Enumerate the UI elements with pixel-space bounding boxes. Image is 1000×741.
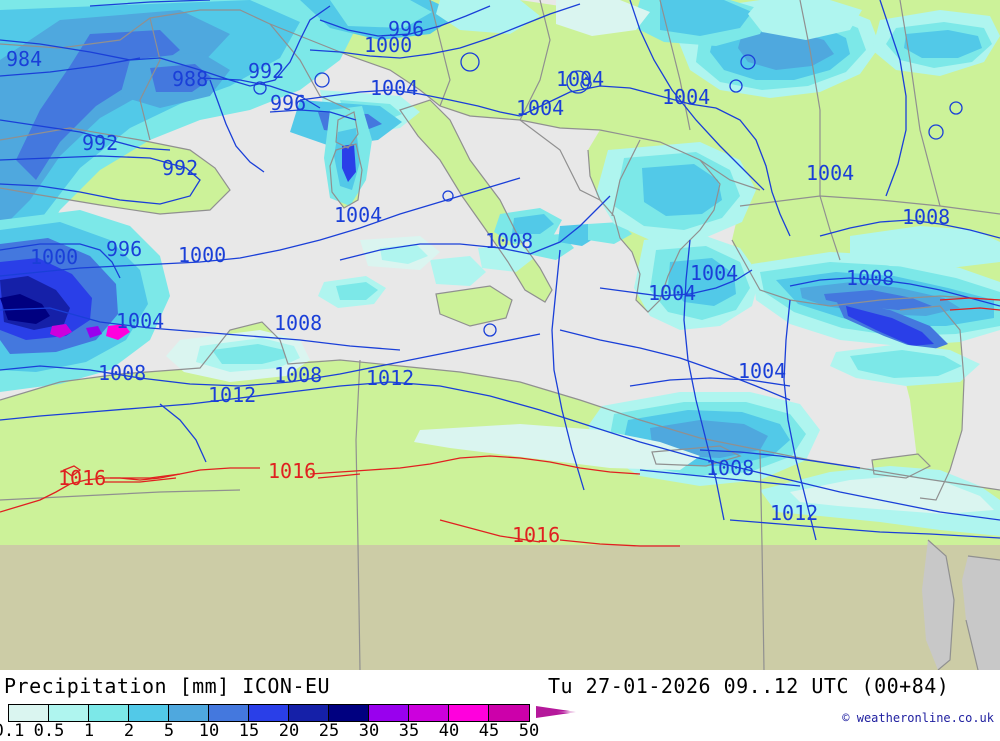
legend-tick-25: 25	[318, 721, 340, 741]
isobar-label-1016-31: 1016	[58, 466, 106, 490]
isobar-label-996-19: 996	[106, 237, 142, 261]
legend-tick-40: 40	[438, 721, 460, 741]
isobar-label-1004-9: 1004	[516, 96, 564, 120]
isobar-label-1004-18: 1004	[648, 281, 696, 305]
legend-tick-5: 5	[163, 721, 175, 741]
isobar-label-1016-32: 1016	[268, 459, 316, 483]
isobar-label-1008-15: 1008	[485, 229, 533, 253]
legend-swatch-6	[249, 705, 289, 721]
isobar-label-992-5: 992	[162, 156, 198, 180]
isobar-red-layer	[0, 297, 1000, 547]
isobar-label-1008-13: 1008	[902, 205, 950, 229]
legend-tick-15: 15	[238, 721, 260, 741]
forecast-run-timestamp: Tu 27-01-2026 09..12 UTC (00+84)	[548, 674, 950, 698]
isobar-label-1000-20: 1000	[30, 245, 78, 269]
desert-base	[0, 545, 1000, 670]
isobar-label-984-0: 984	[6, 47, 42, 71]
isobar-label-1016-33: 1016	[512, 523, 560, 547]
isobar-label-1000-21: 1000	[178, 243, 226, 267]
isobar-label-1008-29: 1008	[706, 456, 754, 480]
isobar-label-1012-26: 1012	[208, 383, 256, 407]
legend-color-bar	[8, 704, 530, 722]
isobar-label-1004-28: 1004	[738, 359, 786, 383]
isobar-label-1004-11: 1004	[662, 85, 710, 109]
legend-tick-2: 2	[123, 721, 135, 741]
isobar-label-996-6: 996	[388, 17, 424, 41]
isobar-label-1004-8: 1004	[370, 76, 418, 100]
legend-tick-0.5: 0.5	[33, 721, 65, 741]
legend-swatch-10	[409, 705, 449, 721]
isobar-layer	[0, 0, 1000, 541]
isobar-label-992-2: 992	[248, 59, 284, 83]
legend-swatch-9	[369, 705, 409, 721]
legend-swatch-1	[49, 705, 89, 721]
footer-panel: Precipitation [mm] ICON-EU Tu 27-01-2026…	[0, 670, 1000, 741]
legend-tick-0.1: 0.1	[0, 721, 25, 741]
isobar-label-1004-22: 1004	[116, 309, 164, 333]
legend-swatch-11	[449, 705, 489, 721]
legend-tick-10: 10	[198, 721, 220, 741]
legend-tick-45: 45	[478, 721, 500, 741]
isobar-label-988-1: 988	[172, 67, 208, 91]
legend-swatch-12	[489, 705, 529, 721]
isobar-label-1004-10: 1004	[556, 67, 604, 91]
legend-swatch-2	[89, 705, 129, 721]
legend-tick-30: 30	[358, 721, 380, 741]
legend-swatch-8	[329, 705, 369, 721]
map-panel[interactable]: 984 988 992 996 992 992 996 1000 1004 1004 1004 100…	[0, 0, 1000, 670]
map-title: Precipitation [mm] ICON-EU	[4, 674, 331, 698]
legend-swatch-5	[209, 705, 249, 721]
precipitation-field	[0, 0, 1000, 536]
legend-tick-50: 50	[518, 721, 540, 741]
legend-swatch-0	[9, 705, 49, 721]
legend-swatch-3	[129, 705, 169, 721]
legend-tick-1: 1	[83, 721, 95, 741]
isobar-label-1012-30: 1012	[770, 501, 818, 525]
isobar-label-992-4: 992	[82, 131, 118, 155]
isobar-label-1004-17: 1004	[690, 261, 738, 285]
legend-overflow-arrow	[536, 706, 576, 718]
copyright-credit: © weatheronline.co.uk	[842, 711, 994, 725]
isobar-label-1000-7: 1000	[364, 33, 412, 57]
isobar-label-1008-24: 1008	[274, 363, 322, 387]
legend-swatch-4	[169, 705, 209, 721]
coastline-layer	[0, 0, 1000, 670]
legend-tick-20: 20	[278, 721, 300, 741]
isobar-label-996-3: 996	[270, 91, 306, 115]
legend-tick-35: 35	[398, 721, 420, 741]
isobar-label-1008-25: 1008	[98, 361, 146, 385]
isobar-label-1004-14: 1004	[334, 203, 382, 227]
isobar-label-1008-23: 1008	[274, 311, 322, 335]
legend-swatch-7	[289, 705, 329, 721]
isobar-label-1004-12: 1004	[806, 161, 854, 185]
isobar-label-1012-27: 1012	[366, 366, 414, 390]
isobar-label-1008-16: 1008	[846, 266, 894, 290]
